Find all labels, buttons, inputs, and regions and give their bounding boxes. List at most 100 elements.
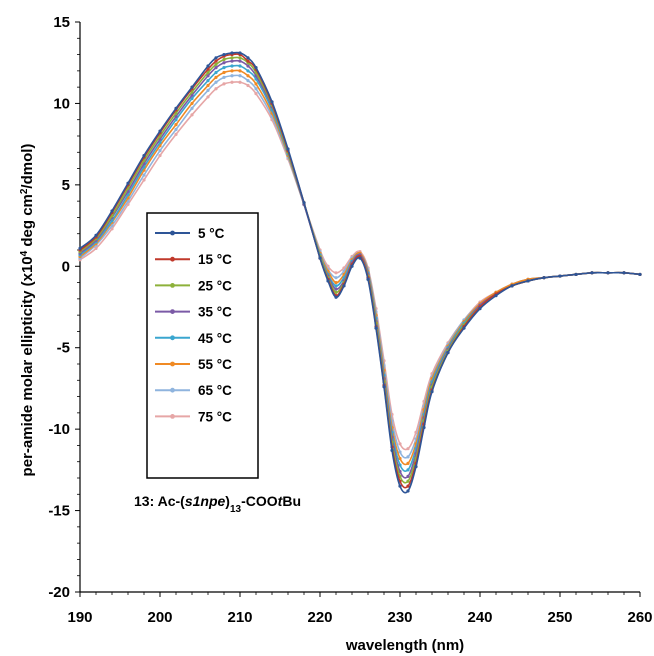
data-point: [254, 66, 258, 70]
data-point: [246, 69, 250, 73]
data-point: [446, 351, 450, 355]
data-point: [238, 74, 242, 78]
data-point: [342, 284, 346, 288]
data-point: [318, 256, 322, 260]
data-point: [286, 147, 290, 151]
y-tick-label: 5: [62, 177, 70, 194]
legend-item: 45 °C: [155, 331, 232, 346]
data-point: [246, 56, 250, 60]
data-point: [478, 307, 482, 311]
x-tick-label: 240: [467, 609, 492, 626]
y-axis-title-sup: 4: [19, 250, 30, 256]
data-point: [174, 127, 178, 132]
data-point: [110, 227, 114, 231]
annotation-post2: Bu: [282, 493, 301, 509]
annotation-pre: 13: Ac-(: [134, 493, 185, 509]
data-point: [334, 290, 338, 294]
x-axis-title: wavelength (nm): [345, 637, 464, 654]
annotation-close: ): [225, 493, 230, 509]
data-point: [462, 326, 466, 330]
data-point: [542, 276, 546, 280]
data-point: [190, 113, 194, 117]
data-point: [382, 385, 386, 389]
series-line: [79, 69, 641, 466]
data-point: [398, 463, 402, 467]
data-point: [510, 284, 514, 288]
data-point: [558, 274, 562, 278]
y-tick-label: -15: [48, 503, 70, 520]
data-point: [390, 448, 394, 452]
legend-swatch-marker: [170, 256, 175, 262]
data-point: [406, 461, 410, 465]
data-point: [246, 79, 250, 83]
axes: [75, 21, 641, 597]
legend-swatch-marker: [170, 283, 175, 288]
data-point: [238, 69, 242, 73]
data-point: [222, 82, 226, 86]
legend: 5 °C 15 °C 25 °C 35 °C 45 °C 55 °C 65 °C 75 °C: [146, 212, 259, 479]
data-point: [238, 80, 242, 84]
data-point: [254, 87, 258, 91]
data-point: [142, 153, 146, 158]
data-point: [326, 279, 330, 283]
legend-label: 15 °C: [198, 252, 232, 267]
data-point: [190, 85, 194, 89]
data-point: [430, 390, 434, 394]
y-axis-title-sup2: 2: [19, 188, 30, 194]
x-tick-label: 190: [67, 609, 92, 626]
data-point: [206, 74, 210, 78]
data-point: [206, 79, 210, 83]
data-point: [214, 87, 218, 91]
data-point: [158, 149, 162, 153]
data-point: [494, 294, 498, 298]
data-point: [358, 256, 362, 260]
legend-label: 35 °C: [198, 305, 232, 320]
data-point: [230, 59, 234, 63]
legend-item: 65 °C: [155, 383, 232, 398]
data-point: [270, 100, 274, 104]
series-5-c: [78, 51, 642, 494]
data-point: [190, 90, 194, 94]
data-point: [206, 67, 210, 71]
data-point: [190, 106, 194, 110]
data-point: [398, 484, 402, 488]
legend-box: [146, 212, 259, 479]
series-line: [79, 51, 641, 494]
legend-item: 25 °C: [155, 278, 232, 293]
legend-label: 55 °C: [198, 357, 232, 372]
data-point: [206, 83, 210, 88]
legend-label: 5 °C: [198, 226, 225, 241]
data-point: [190, 101, 194, 106]
data-point: [222, 75, 226, 79]
data-point: [214, 56, 218, 60]
data-point: [214, 75, 218, 79]
data-point: [214, 62, 218, 66]
data-point: [174, 106, 178, 110]
data-point: [190, 93, 194, 97]
data-point: [350, 264, 354, 268]
data-point: [214, 70, 218, 75]
data-point: [246, 59, 250, 63]
data-point: [398, 456, 402, 461]
data-point: [206, 70, 210, 75]
legend-swatch-marker: [170, 230, 175, 236]
data-point: [142, 173, 146, 177]
data-point: [374, 326, 378, 330]
legend-item: 75 °C: [155, 409, 232, 424]
data-point: [222, 70, 226, 75]
data-point: [422, 425, 426, 430]
data-point: [230, 64, 234, 68]
y-axis-title: per-amide molar ellipticity (x104 deg cm…: [19, 144, 37, 477]
data-point: [638, 272, 642, 277]
legend-label: 75 °C: [198, 409, 232, 424]
x-tick-label: 260: [627, 609, 652, 626]
data-point: [246, 64, 250, 68]
data-point: [174, 123, 178, 127]
data-point: [222, 66, 226, 70]
data-point: [334, 276, 338, 280]
data-point: [398, 450, 402, 454]
annotation-sub: 13: [230, 504, 242, 515]
data-point: [254, 82, 258, 86]
data-point: [222, 57, 226, 62]
